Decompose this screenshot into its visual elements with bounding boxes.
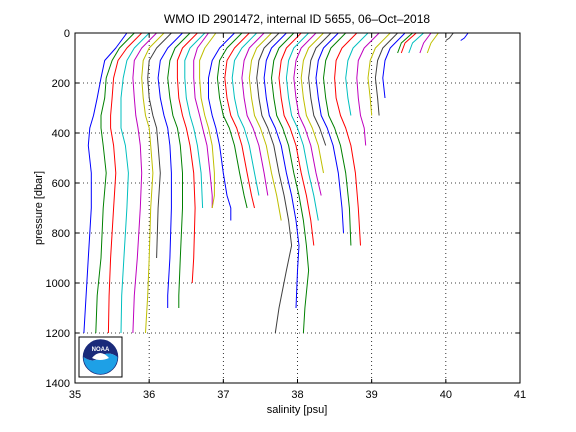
- y-tick-label: 200: [52, 78, 70, 90]
- x-tick-label: 36: [143, 389, 155, 401]
- x-tick-label: 35: [69, 389, 81, 401]
- profile-line: [356, 33, 380, 146]
- profile-line: [419, 33, 432, 54]
- y-tick-label: 0: [64, 28, 70, 40]
- profile-line: [367, 33, 391, 116]
- profile-line: [120, 33, 150, 334]
- profile-line: [308, 33, 332, 146]
- profile-line: [256, 33, 293, 334]
- profile-line: [285, 33, 319, 221]
- profile-line: [408, 33, 424, 54]
- profile-line: [95, 33, 135, 334]
- noaa-logo: NOAA: [78, 336, 123, 378]
- profile-line: [184, 33, 206, 209]
- profile-line: [345, 33, 369, 116]
- profile-line: [208, 33, 235, 221]
- profile-line: [83, 33, 128, 334]
- profile-line: [248, 33, 282, 221]
- y-tick-label: 800: [52, 228, 70, 240]
- y-tick-label: 600: [52, 178, 70, 190]
- profile-line: [157, 33, 183, 308]
- profile-line: [315, 33, 344, 234]
- profile-line: [231, 33, 260, 196]
- y-tick-label: 1000: [46, 278, 70, 290]
- profile-line: [193, 33, 213, 208]
- profile-line: [147, 33, 172, 259]
- profile-line: [382, 33, 406, 99]
- profile-line: [278, 33, 315, 246]
- y-tick-label: 1200: [46, 328, 70, 340]
- profile-line: [216, 33, 248, 209]
- profile-line: [176, 33, 198, 284]
- profile-line: [293, 33, 322, 196]
- logo-text: NOAA: [92, 347, 110, 353]
- profile-line: [323, 33, 352, 246]
- profile-line: [107, 33, 143, 334]
- profile-line: [445, 33, 454, 41]
- profile-line: [241, 33, 269, 196]
- x-tick-label: 38: [291, 389, 303, 401]
- series-layer: [83, 33, 469, 334]
- profile-line: [460, 33, 469, 41]
- chart-title: WMO ID 2901472, internal ID 5655, 06–Oct…: [164, 12, 430, 26]
- ticks: 35 36 37 38 39 40 41 0 200 400 600 800 1000 1200 1400: [46, 28, 527, 401]
- profile-line: [374, 33, 398, 116]
- y-tick-label: 400: [52, 128, 70, 140]
- x-tick-label: 41: [514, 389, 526, 401]
- profile-line: [224, 33, 255, 209]
- profile-line: [263, 33, 300, 309]
- profile-line: [400, 33, 417, 54]
- profile-line: [141, 33, 165, 334]
- x-tick-label: 37: [217, 389, 229, 401]
- profile-line: [271, 33, 310, 334]
- profile-line: [300, 33, 324, 174]
- profile-line: [397, 33, 413, 54]
- x-axis-label: salinity [psu]: [267, 404, 328, 416]
- profile-line: [132, 33, 157, 334]
- y-tick-label: 1400: [46, 378, 70, 390]
- profile-line: [167, 33, 191, 308]
- profile-line: [426, 33, 439, 54]
- x-tick-label: 40: [440, 389, 452, 401]
- profile-line: [334, 33, 361, 246]
- x-tick-label: 39: [366, 389, 378, 401]
- y-axis-label: pressure [dbar]: [33, 171, 45, 245]
- profile-line: [199, 33, 217, 209]
